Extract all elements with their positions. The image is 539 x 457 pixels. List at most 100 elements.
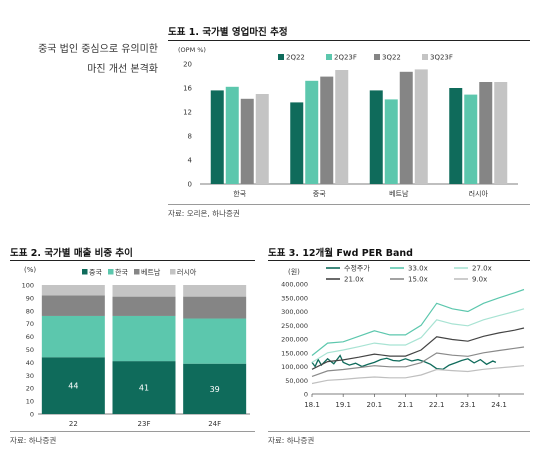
fig1-bar-2-0 (369, 90, 383, 184)
fig2-y-tick-8: 80 (26, 307, 34, 315)
fig1-legend-label-3: 3Q23F (430, 54, 453, 62)
fig2-legend-swatch-0 (82, 269, 88, 275)
fig2-y-unit: (%) (24, 266, 36, 274)
fig2-bar-0-2 (41, 295, 105, 316)
fig2-title: 도표 2. 국가별 매출 비중 추이 (10, 248, 133, 259)
fig1-y-tick-3: 12 (183, 109, 192, 117)
fig3-y-tick-5: 250,000 (281, 322, 308, 330)
fig1-y-unit: (OPM %) (178, 46, 206, 54)
fig1-legend-swatch-0 (278, 54, 284, 60)
fig3-x-tick-3: 21.1 (398, 401, 414, 409)
fig3-x-tick-4: 22.1 (429, 401, 445, 409)
fig1-legend-label-0: 2Q22 (286, 54, 305, 62)
fig2-title-rule (10, 260, 255, 261)
fig1-bar-3-0 (449, 88, 463, 184)
fig1-bar-0-1 (225, 86, 239, 184)
side-note-line-2: 마진 개선 본격화 (87, 64, 158, 75)
fig2-bar-1-3 (112, 285, 176, 297)
fig3-x-tick-6: 24.1 (491, 401, 507, 409)
fig1-bar-2-3 (414, 69, 428, 184)
fig1-bar-3-2 (479, 82, 493, 184)
fig2-legend-swatch-2 (134, 269, 140, 275)
fig2-data-label-2: 39 (210, 385, 220, 394)
fig1-x-tick-1: 중국 (313, 190, 326, 198)
fig2-y-tick-4: 40 (26, 359, 34, 367)
fig1-bar-1-1 (305, 80, 319, 184)
fig1-source-rule (168, 204, 530, 205)
fig2-source: 자료: 하나증권 (10, 436, 57, 445)
fig3-y-tick-1: 50,000 (285, 377, 308, 385)
fig1-chart: (OPM %) 0 4 8 12 16 20 2Q22 2Q23F 3Q22 3Q23F 한국 중국 베트… (178, 46, 518, 198)
fig3-x-tick-5: 23.1 (460, 401, 476, 409)
fig2-bar-1-1 (112, 315, 176, 362)
fig2-y-tick-9: 90 (26, 294, 34, 302)
fig1-legend-label-2: 3Q22 (382, 54, 401, 62)
fig2-legend-label-0: 중국 (89, 269, 102, 277)
fig2-y-tick-7: 70 (26, 320, 34, 328)
fig2-x-tick-0: 22 (69, 420, 78, 428)
fig1-bar-2-2 (399, 71, 413, 184)
fig1-source: 자료: 오리온, 하나증권 (168, 209, 240, 218)
fig2-legend-label-2: 베트남 (141, 268, 161, 277)
fig3-x-tick-2: 20.1 (367, 401, 383, 409)
fig3-legend-label-0: 수정주가 (344, 264, 370, 273)
fig2-source-rule (10, 431, 255, 432)
fig3-title: 도표 3. 12개월 Fwd PER Band (268, 248, 413, 259)
fig2-bar-2-0 (183, 363, 247, 414)
fig2-legend-swatch-3 (170, 269, 176, 275)
fig3-series-line-5 (311, 365, 525, 385)
fig2-y-tick-3: 30 (26, 372, 34, 380)
fig3-x-tick-1: 19.1 (335, 401, 351, 409)
fig3-chart: (원) 0 50,000 100,000 150,000 200,000 250,000 30… (281, 264, 525, 409)
fig3-y-tick-3: 150,000 (281, 349, 308, 357)
fig2-bar-2-1 (183, 318, 247, 364)
fig2-chart: (%) 0 10 20 30 40 50 60 70 80 90 100 중국 한국 베트남 러시아 44 22 4… (22, 266, 250, 428)
fig3-x-tick-0: 18.1 (304, 401, 320, 409)
fig3-y-tick-4: 200,000 (281, 336, 308, 344)
fig2-bar-0-3 (41, 285, 105, 296)
fig2-bar-2-3 (183, 285, 247, 297)
fig1-bar-1-2 (320, 76, 334, 184)
fig1-y-tick-1: 4 (188, 157, 193, 165)
fig2-legend-label-3: 러시아 (177, 268, 197, 277)
fig2-x-tick-2: 24F (208, 420, 221, 428)
fig1-bar-3-3 (494, 82, 508, 184)
fig3-legend-label-5: 9.0x (472, 276, 487, 284)
fig1-y-tick-2: 8 (188, 133, 192, 141)
fig3-y-tick-6: 300,000 (281, 308, 308, 316)
fig3-source: 자료: 하나증권 (268, 436, 315, 445)
fig1-y-tick-0: 0 (188, 181, 192, 189)
fig3-series-line-2 (311, 308, 525, 363)
fig2-bar-1-2 (112, 296, 176, 316)
fig3-legend-label-2: 27.0x (472, 265, 492, 273)
fig1-bar-0-0 (210, 90, 224, 184)
fig2-y-tick-5: 50 (26, 346, 34, 354)
fig2-y-tick-0: 0 (30, 411, 34, 419)
fig3-title-rule (268, 260, 530, 261)
fig1-x-tick-2: 베트남 (389, 189, 409, 198)
fig3-series-line-1 (311, 288, 525, 356)
fig1-y-tick-4: 16 (183, 85, 192, 93)
side-note: 중국 법인 중심으로 유의미한 마진 개선 본격화 (8, 40, 158, 80)
fig3-series-line-4 (311, 346, 525, 377)
fig3-legend-label-4: 15.0x (408, 276, 428, 284)
fig1-bar-0-2 (240, 98, 254, 184)
fig1-bar-3-1 (464, 94, 478, 184)
fig1-bar-1-3 (335, 70, 349, 184)
fig1-title: 도표 1. 국가별 영업마진 추정 (168, 27, 288, 38)
fig2-data-label-0: 44 (68, 382, 78, 391)
fig1-legend-swatch-3 (422, 54, 428, 60)
fig1-title-rule (168, 40, 530, 41)
fig3-y-unit: (원) (288, 267, 300, 276)
fig1-y-tick-5: 20 (183, 61, 192, 69)
fig3-y-tick-2: 100,000 (281, 363, 308, 371)
fig2-y-tick-1: 10 (26, 398, 34, 406)
fig3-legend-label-3: 21.0x (344, 276, 364, 284)
fig3-y-tick-7: 350,000 (281, 294, 308, 302)
fig1-bar-2-1 (384, 99, 398, 184)
fig1-x-tick-3: 러시아 (469, 189, 489, 198)
fig2-x-tick-1: 23F (138, 420, 151, 428)
fig3-series-line-3 (311, 327, 525, 370)
fig2-y-tick-2: 20 (26, 385, 34, 393)
fig1-x-tick-0: 한국 (233, 190, 246, 198)
